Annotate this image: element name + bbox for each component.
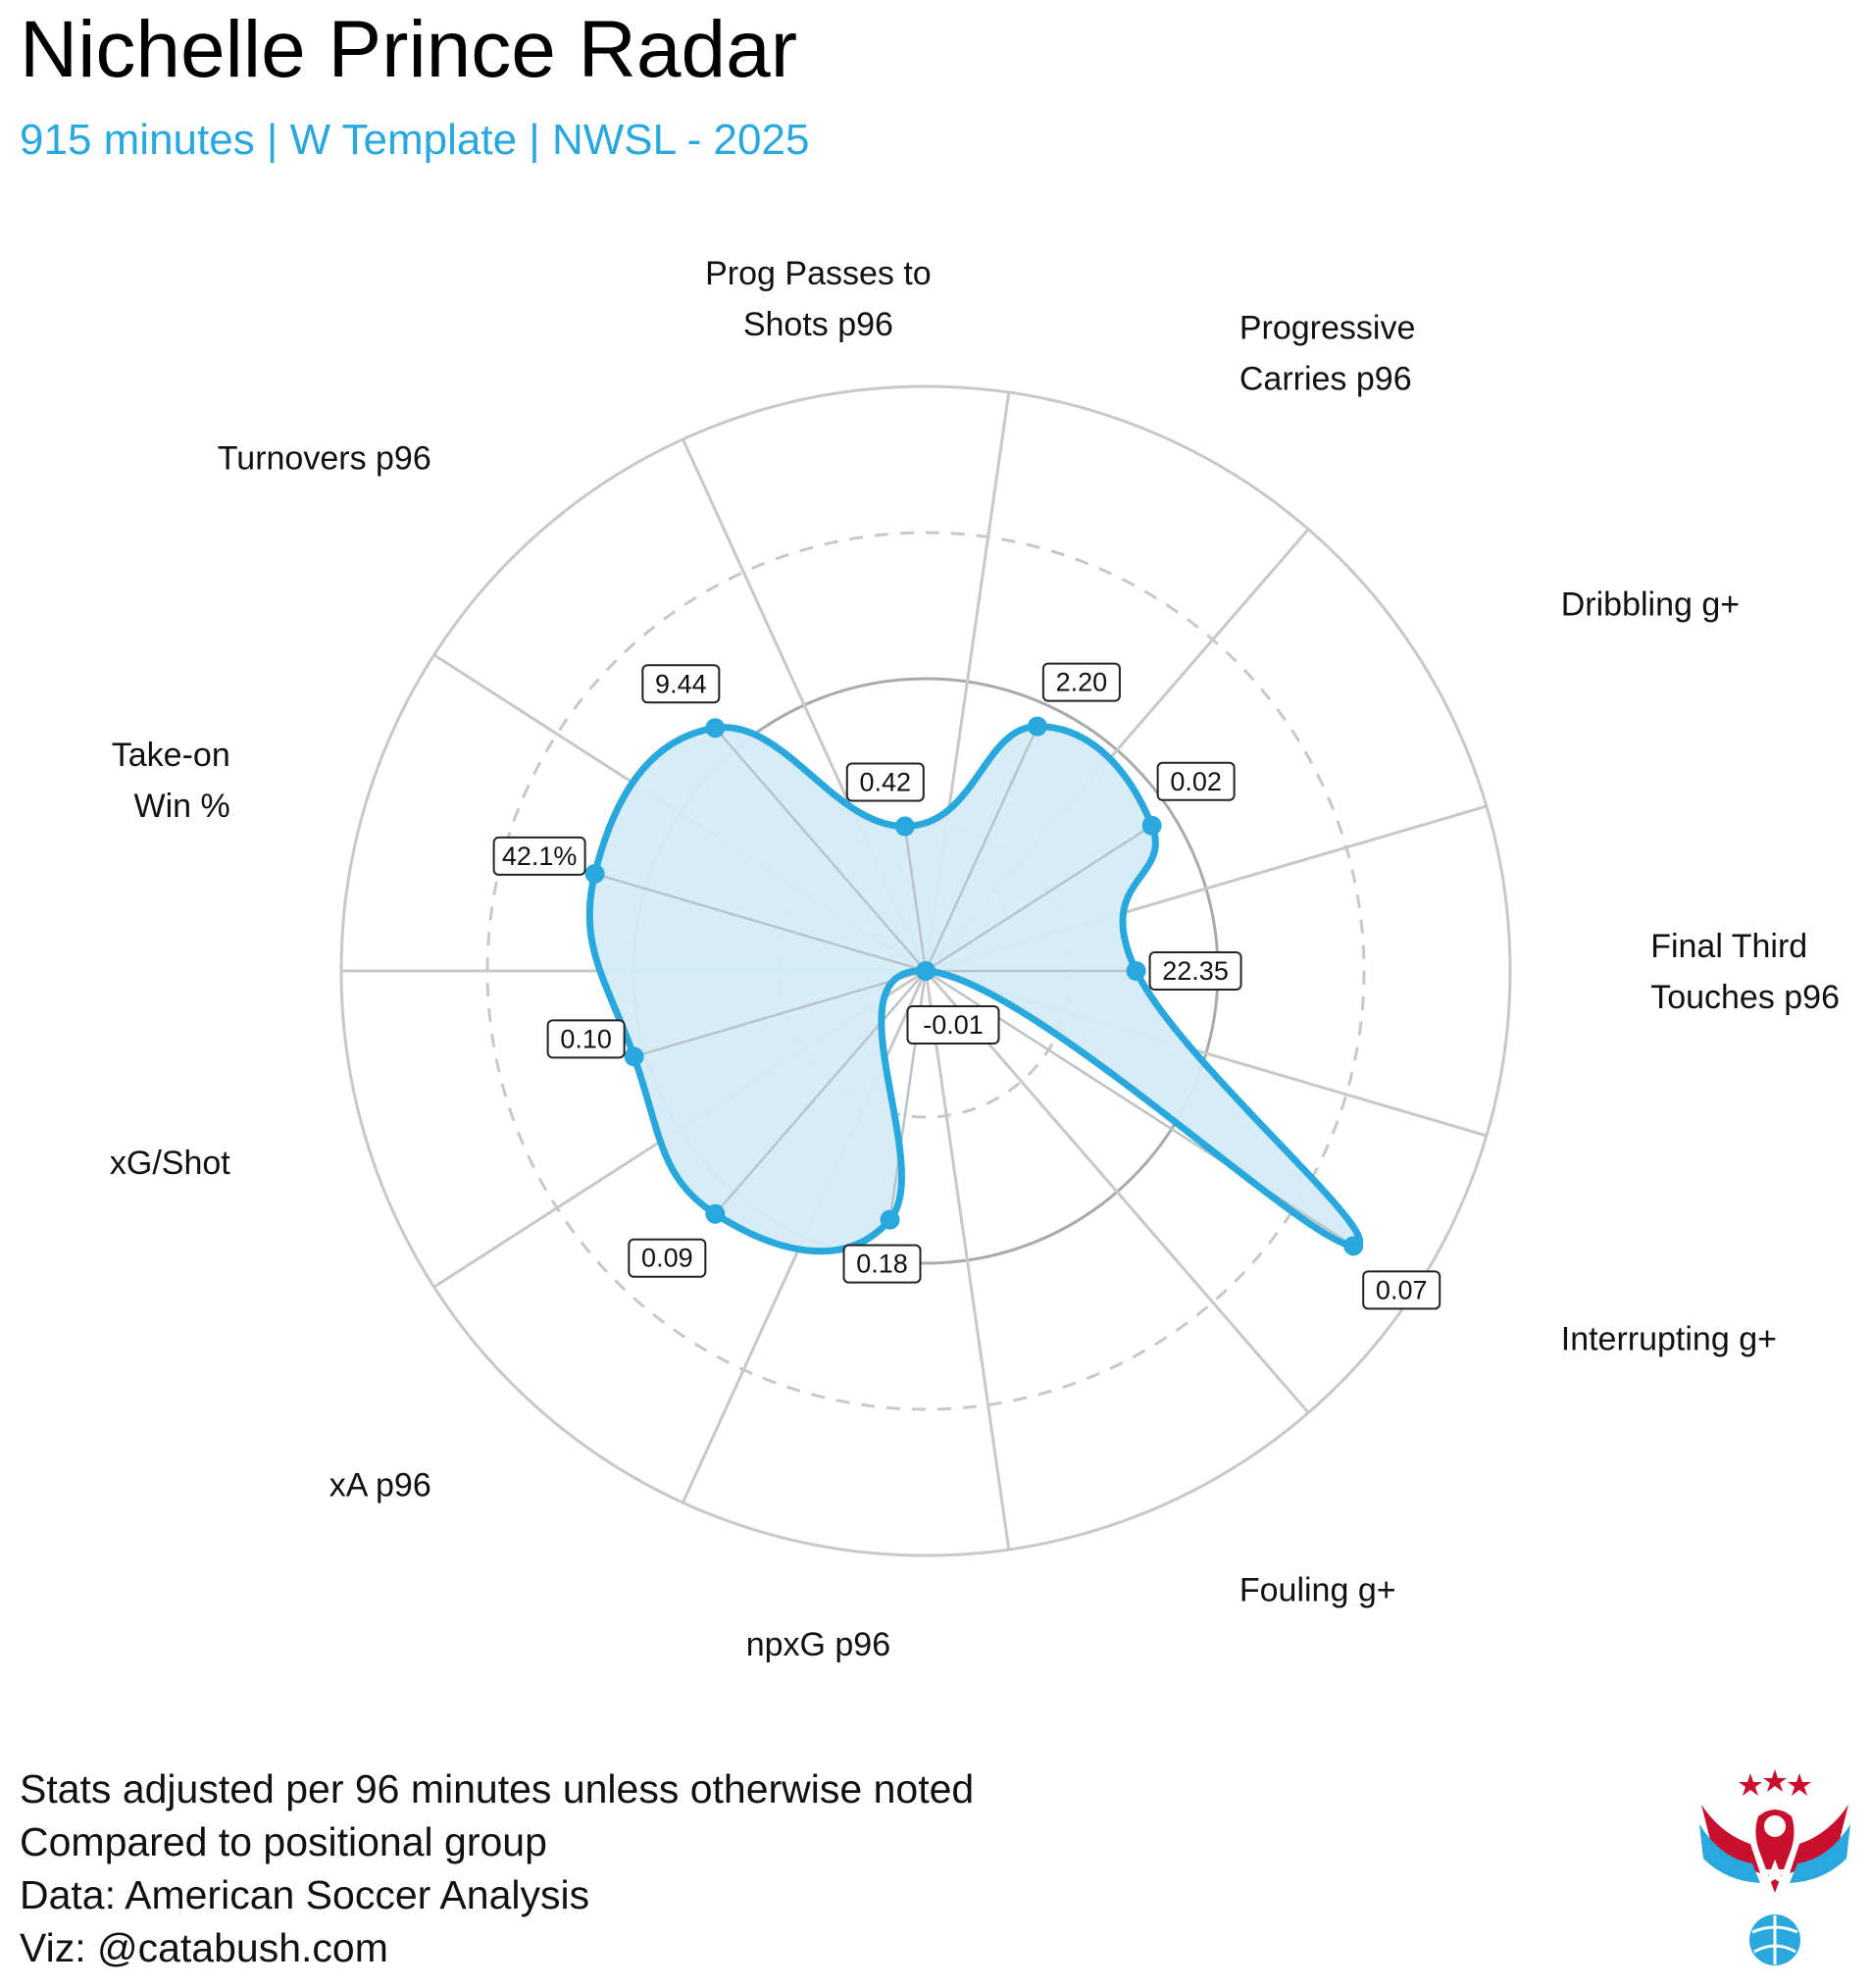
axis-label: Carries p96: [1239, 361, 1412, 398]
axis-label: npxG p96: [746, 1626, 890, 1663]
page-title: Nichelle Prince Radar: [20, 5, 798, 94]
data-point: [1126, 961, 1146, 981]
axis-label: Interrupting g+: [1561, 1321, 1777, 1358]
data-label: 0.10: [560, 1024, 612, 1053]
axis-label: Turnovers p96: [218, 439, 431, 477]
data-label-box: [1041, 662, 1121, 702]
data-spoke: [594, 872, 927, 973]
data-spoke: [924, 726, 1039, 972]
data-point: [1027, 716, 1047, 737]
soccer-ball-icon: [1749, 1914, 1800, 1965]
axis-label: Final Third: [1650, 928, 1807, 965]
data-label: 0.42: [860, 768, 912, 797]
data-label: 0.02: [1170, 767, 1222, 796]
data-label-box: [1362, 1270, 1441, 1310]
footer-line: Viz: @catabush.com: [20, 1925, 388, 1970]
data-point: [584, 863, 605, 884]
data-spoke: [925, 824, 1153, 973]
data-label-box: [492, 836, 586, 876]
data-label-box: [906, 1005, 1000, 1045]
axis-label: Fouling g+: [1239, 1571, 1396, 1608]
axis-label: Take-on: [112, 737, 230, 774]
footer-line: Compared to positional group: [20, 1819, 547, 1864]
data-point: [1141, 815, 1162, 836]
data-point: [705, 718, 726, 739]
data-spoke: [903, 826, 928, 972]
data-label-box: [628, 1238, 707, 1278]
data-label: -0.01: [923, 1010, 984, 1040]
axis-label: xG/Shot: [110, 1145, 230, 1182]
data-point: [1343, 1236, 1364, 1256]
data-label-box: [1148, 951, 1242, 991]
axis-label: xA p96: [329, 1467, 431, 1504]
wings-icon: [1699, 1805, 1850, 1883]
data-label: 0.09: [641, 1244, 693, 1273]
data-spoke: [714, 727, 927, 972]
data-label: 22.35: [1162, 956, 1229, 986]
footer-notes: Stats adjusted per 96 minutes unless oth…: [20, 1762, 974, 1974]
data-spoke: [633, 969, 927, 1058]
data-label: 0.18: [856, 1249, 908, 1279]
footer-line: Stats adjusted per 96 minutes unless oth…: [20, 1766, 975, 1811]
spoke-line: [924, 970, 1011, 1551]
page-subtitle: 915 minutes | W Template | NWSL - 2025: [20, 116, 810, 164]
data-label-box: [845, 762, 925, 802]
spoke-line: [924, 970, 1310, 1414]
axis-label: Win %: [134, 788, 230, 825]
axis-label: Shots p96: [743, 306, 893, 343]
data-label: 9.44: [655, 669, 707, 698]
axis-label: Progressive: [1239, 310, 1416, 347]
radar-chart: 22.35 0.02 2.20 0.42 9.44 42.1% 0.10 0.09 0.18 -0…: [110, 255, 1840, 1663]
data-label-box: [641, 664, 721, 704]
data-point: [894, 816, 915, 837]
data-point: [880, 1209, 900, 1230]
data-point: [916, 961, 936, 981]
axis-label: Prog Passes to: [705, 255, 932, 292]
eagle-head-icon: [1755, 1810, 1795, 1893]
data-label-box: [1156, 761, 1236, 801]
stars-icon: [1739, 1769, 1811, 1796]
axis-label: Dribbling g+: [1561, 586, 1740, 623]
data-label-box: [546, 1019, 626, 1059]
footer-line: Data: American Soccer Analysis: [20, 1872, 590, 1917]
data-point: [705, 1203, 726, 1224]
data-label-box: [842, 1244, 922, 1284]
data-label: 2.20: [1056, 668, 1108, 697]
data-label: 42.1%: [502, 841, 578, 871]
eagle-soccer-ball-logo: [1699, 1769, 1850, 1965]
axis-label: Touches p96: [1650, 979, 1840, 1016]
data-point: [624, 1046, 644, 1067]
data-label: 0.07: [1376, 1275, 1428, 1304]
data-spoke: [714, 970, 927, 1215]
radar-area: [589, 726, 1360, 1251]
